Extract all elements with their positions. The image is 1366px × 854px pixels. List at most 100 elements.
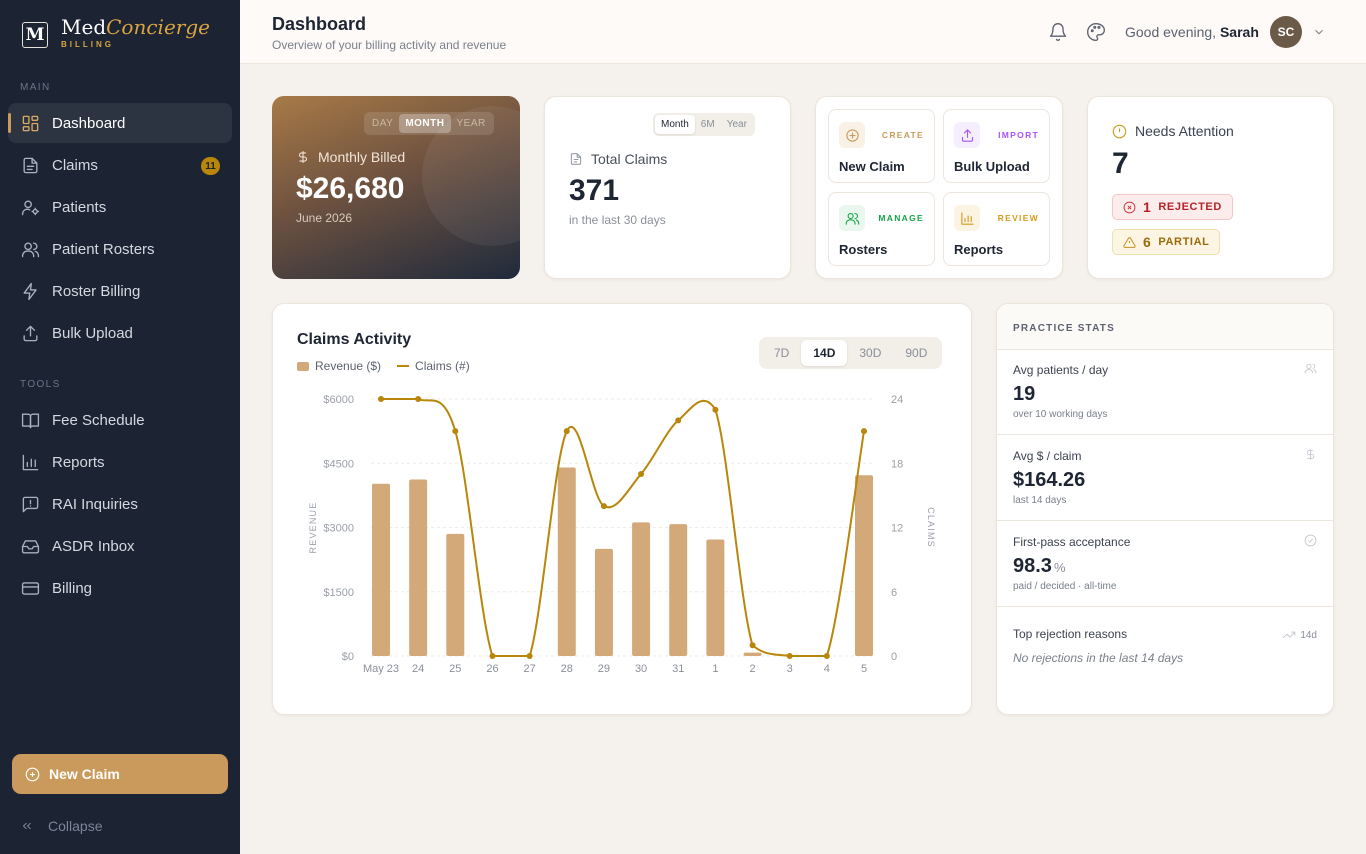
x-tick-label: 27 <box>523 663 535 675</box>
claims-point <box>378 396 384 402</box>
top-header: Dashboard Overview of your billing activ… <box>240 0 1366 64</box>
avatar[interactable]: SC <box>1270 16 1302 48</box>
sidebar-item-label: Patient Rosters <box>52 240 155 258</box>
rejected-label: REJECTED <box>1158 201 1222 213</box>
quick-action-reports[interactable]: REVIEW Reports <box>943 192 1050 266</box>
stat-label: First-pass acceptance <box>1013 535 1131 549</box>
revenue-bar <box>372 483 390 656</box>
stat-value: 98.3% <box>1013 555 1066 578</box>
period-6m[interactable]: 6M <box>700 119 715 130</box>
total-claims-label: Total Claims <box>569 151 667 167</box>
legend-swatch-claims <box>397 365 410 367</box>
rejection-note: No rejections in the last 14 days <box>1013 651 1184 665</box>
sidebar-item-label: Fee Schedule <box>52 411 145 429</box>
revenue-bar <box>743 652 762 656</box>
sidebar-item-fee-schedule[interactable]: Fee Schedule <box>8 400 232 440</box>
range-7d[interactable]: 7D <box>774 346 790 360</box>
stat-avg-patients: Avg patients / day 19 over 10 working da… <box>997 349 1333 435</box>
user-menu-toggle[interactable] <box>1312 25 1326 44</box>
sidebar-item-label: RAI Inquiries <box>52 495 138 513</box>
claims-period-toggle: Month 6M Year <box>653 113 755 136</box>
revenue-bar <box>632 522 651 656</box>
bar-chart-icon <box>960 211 974 225</box>
billed-label: Monthly Billed <box>296 149 405 165</box>
period-year[interactable]: Year <box>726 119 747 130</box>
y2-tick-label: 18 <box>891 458 903 470</box>
revenue-bar <box>669 524 688 656</box>
range-30d[interactable]: 30D <box>859 346 882 360</box>
stat-sub: over 10 working days <box>1013 409 1108 420</box>
quick-action-bulk-upload[interactable]: IMPORT Bulk Upload <box>943 109 1050 183</box>
alert-message-icon <box>22 496 39 512</box>
sidebar-item-rai-inquiries[interactable]: RAI Inquiries <box>8 484 232 524</box>
legend-claims: Claims (#) <box>415 359 470 373</box>
period-month[interactable]: MONTH <box>399 114 451 133</box>
collapse-sidebar-button[interactable]: Collapse <box>20 818 102 834</box>
sidebar-item-asdr-inbox[interactable]: ASDR Inbox <box>8 526 232 566</box>
bolt-icon <box>23 282 37 300</box>
sidebar-item-label: Roster Billing <box>52 282 141 300</box>
sidebar-item-dashboard[interactable]: Dashboard <box>8 103 232 143</box>
book-icon <box>21 412 40 428</box>
claims-point <box>861 428 867 435</box>
claims-point <box>415 396 422 402</box>
greeting-text: Good evening, <box>1125 24 1217 40</box>
quick-action-new-claim[interactable]: CREATE New Claim <box>828 109 935 183</box>
stat-value-number: 98.3 <box>1013 555 1052 577</box>
stat-first-pass: First-pass acceptance 98.3% paid / decid… <box>997 521 1333 607</box>
theme-button[interactable] <box>1086 22 1106 42</box>
range-14d[interactable]: 14D <box>801 340 848 366</box>
inbox-icon <box>21 539 40 554</box>
sidebar-item-patients[interactable]: Patients <box>8 187 232 227</box>
sidebar-item-billing[interactable]: Billing <box>8 568 232 608</box>
sidebar-item-roster-billing[interactable]: Roster Billing <box>8 271 232 311</box>
sidebar-item-patient-rosters[interactable]: Patient Rosters <box>8 229 232 269</box>
qa-name: Bulk Upload <box>954 159 1030 174</box>
user-name: Sarah <box>1219 24 1259 40</box>
total-claims-value: 371 <box>569 174 620 207</box>
stat-unit: % <box>1053 560 1066 575</box>
sidebar-item-label: Bulk Upload <box>52 324 133 342</box>
partial-count: 6 <box>1143 234 1152 250</box>
new-claim-button[interactable]: New Claim <box>12 754 228 794</box>
qa-icon-wrap <box>954 205 980 231</box>
sidebar-item-reports[interactable]: Reports <box>8 442 232 482</box>
sidebar-item-label: Reports <box>52 453 105 471</box>
bar-chart-icon <box>22 454 39 470</box>
partial-pill[interactable]: 6 PARTIAL <box>1112 229 1221 255</box>
claims-point <box>786 653 793 659</box>
period-year[interactable]: YEAR <box>456 118 486 129</box>
range-90d[interactable]: 90D <box>905 346 928 360</box>
page-title: Dashboard <box>272 14 367 34</box>
practice-stats-header: PRACTICE STATS <box>997 304 1333 350</box>
notifications-button[interactable] <box>1048 22 1068 42</box>
sidebar: M MedConcierge BILLING MAIN Dashboard Cl… <box>0 0 240 854</box>
stat-label: Avg $ / claim <box>1013 449 1082 463</box>
upload-icon <box>961 128 973 142</box>
total-claims-label-text: Total Claims <box>591 151 668 167</box>
sidebar-item-label: Dashboard <box>52 114 126 132</box>
collapse-label: Collapse <box>48 818 103 834</box>
period-month[interactable]: Month <box>655 115 695 134</box>
needs-attention-card[interactable]: Needs Attention 7 1 REJECTED 6 PARTIAL <box>1087 96 1334 279</box>
brand-logo[interactable]: M MedConcierge BILLING <box>22 16 210 49</box>
billed-label-text: Monthly Billed <box>318 149 406 165</box>
attention-value: 7 <box>1112 147 1129 180</box>
period-day[interactable]: DAY <box>372 118 394 129</box>
qa-tag: MANAGE <box>878 213 924 223</box>
y-tick-label: $6000 <box>323 394 354 406</box>
claims-point <box>638 470 645 477</box>
sidebar-item-bulk-upload[interactable]: Bulk Upload <box>8 313 232 353</box>
partial-label: PARTIAL <box>1158 236 1210 248</box>
sidebar-item-label: ASDR Inbox <box>52 537 135 555</box>
quick-actions-card: CREATE New Claim IMPORT Bulk Upload MANA… <box>815 96 1063 279</box>
rejected-pill[interactable]: 1 REJECTED <box>1112 194 1233 220</box>
x-tick-label: 30 <box>635 663 647 675</box>
revenue-bar <box>706 539 725 656</box>
qa-icon-wrap <box>954 122 980 148</box>
y-tick-label: $3000 <box>323 523 354 535</box>
revenue-bar <box>446 533 465 656</box>
sidebar-item-claims[interactable]: Claims 11 <box>8 145 232 185</box>
quick-action-rosters[interactable]: MANAGE Rosters <box>828 192 935 266</box>
qa-icon-wrap <box>839 205 865 231</box>
